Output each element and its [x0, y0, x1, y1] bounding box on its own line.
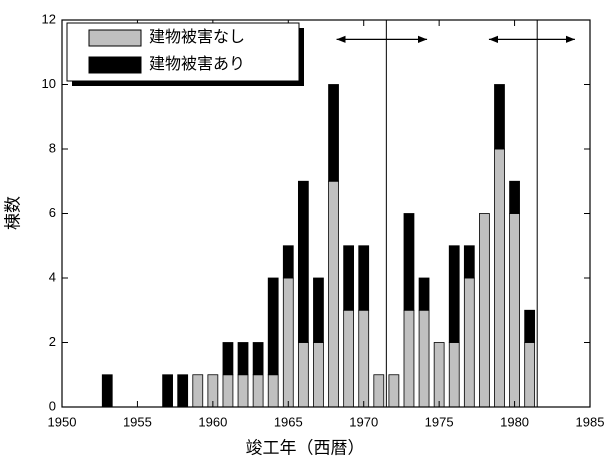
- bar: [252, 342, 264, 376]
- bar: [177, 374, 189, 408]
- bar: [101, 374, 113, 408]
- x-tick-label: 1985: [576, 414, 605, 429]
- y-tick-label: 12: [42, 11, 56, 26]
- legend-label: 建物被害なし: [149, 28, 245, 46]
- bar: [448, 342, 460, 408]
- bar: [463, 277, 475, 408]
- bar: [494, 84, 505, 150]
- bar: [433, 342, 445, 408]
- bar: [222, 374, 234, 408]
- bar: [358, 245, 370, 311]
- bar: [448, 245, 460, 343]
- bar: [524, 309, 536, 343]
- bar: [524, 342, 536, 408]
- x-tick-label: 1960: [198, 414, 227, 429]
- bar: [494, 148, 505, 408]
- legend-swatch: [88, 29, 142, 47]
- bar: [463, 245, 475, 279]
- bar: [479, 213, 490, 408]
- bar: [343, 309, 355, 408]
- bar: [509, 180, 520, 214]
- bar: [237, 342, 249, 376]
- bar: [328, 180, 339, 408]
- bar: [192, 374, 204, 408]
- y-tick-label: 6: [49, 205, 56, 220]
- bar: [313, 277, 324, 343]
- bar: [297, 180, 309, 343]
- y-tick-label: 10: [42, 76, 56, 91]
- bar: [267, 277, 279, 376]
- x-tick-label: 1980: [500, 414, 529, 429]
- bar: [418, 309, 430, 408]
- x-tick-label: 1975: [425, 414, 454, 429]
- bar: [373, 374, 385, 408]
- y-tick-label: 8: [49, 140, 56, 155]
- bar: [313, 342, 324, 408]
- bar: [252, 374, 264, 408]
- bar: [328, 84, 339, 182]
- y-tick-label: 2: [49, 334, 56, 349]
- bar: [343, 245, 355, 311]
- bar: [237, 374, 249, 408]
- bar: [282, 277, 294, 408]
- x-tick-label: 1955: [123, 414, 152, 429]
- x-axis-label: 竣工年（西暦）: [246, 438, 365, 457]
- bar: [509, 213, 520, 408]
- y-tick-label: 4: [49, 269, 56, 284]
- legend-swatch: [88, 56, 142, 74]
- bar: [267, 374, 279, 408]
- x-tick-label: 1965: [274, 414, 303, 429]
- legend-label: 建物被害あり: [149, 55, 245, 73]
- bar: [388, 374, 400, 408]
- y-tick-label: 0: [49, 398, 56, 413]
- x-tick-label: 1950: [48, 414, 77, 429]
- bar: [403, 309, 415, 408]
- x-tick-label: 1970: [349, 414, 378, 429]
- bar: [358, 309, 370, 408]
- bar: [297, 342, 309, 408]
- bar: [222, 342, 234, 376]
- bar: [162, 374, 173, 408]
- bar: [403, 213, 415, 311]
- bar: [282, 245, 294, 279]
- y-axis-label: 棟数: [3, 196, 22, 230]
- bar: [418, 277, 430, 311]
